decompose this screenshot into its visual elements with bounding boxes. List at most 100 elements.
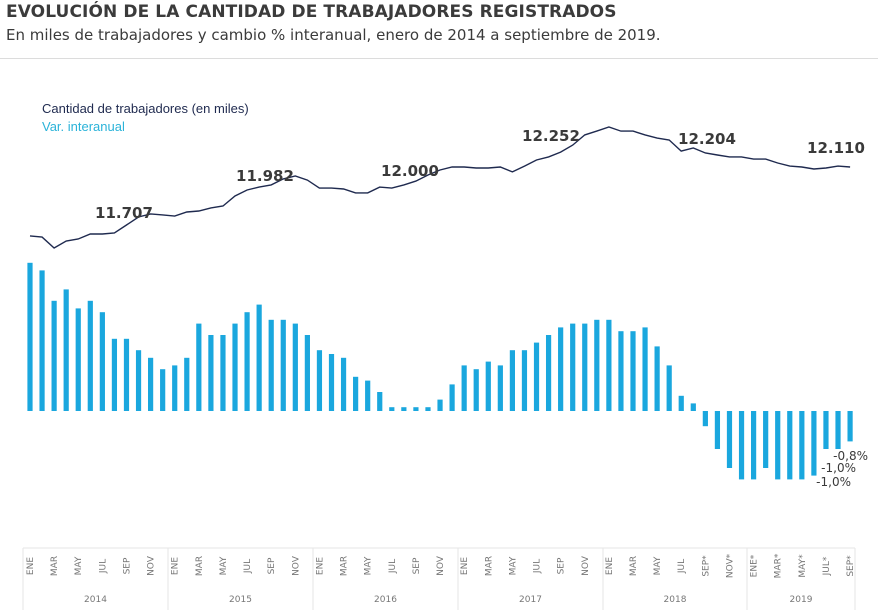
line-data-label: 12.110 xyxy=(807,139,865,157)
bar-var-interanual xyxy=(365,380,371,411)
bar-var-interanual xyxy=(751,411,757,480)
bar-var-interanual xyxy=(280,319,286,411)
bar-var-interanual xyxy=(594,319,600,411)
bar-var-interanual xyxy=(123,338,130,411)
bar-var-interanual xyxy=(75,308,81,411)
bar-var-interanual xyxy=(389,407,395,411)
bar-data-label: -0,8% xyxy=(833,449,868,463)
bar-var-interanual xyxy=(413,407,419,411)
bar-var-interanual xyxy=(642,327,648,411)
month-tick-label: JUL xyxy=(98,559,108,574)
bar-var-interanual xyxy=(244,312,250,411)
bar-var-interanual xyxy=(328,354,335,411)
bar-var-interanual xyxy=(87,300,93,411)
month-tick-label: ENE* xyxy=(750,554,760,577)
bar-var-interanual xyxy=(268,319,274,411)
bar-var-interanual xyxy=(666,365,672,411)
month-tick-label: JUL* xyxy=(822,556,832,576)
bar-var-interanual xyxy=(39,270,45,411)
bar-var-interanual xyxy=(208,335,214,411)
year-tick-label: 2015 xyxy=(229,595,252,605)
bar-var-interanual xyxy=(533,342,540,411)
bar-var-interanual xyxy=(377,392,383,411)
month-tick-label: NOV xyxy=(581,555,591,576)
bar-var-interanual xyxy=(51,300,57,411)
month-tick-label: SEP* xyxy=(846,555,856,577)
bar-var-interanual xyxy=(485,361,491,411)
line-data-label: 12.000 xyxy=(381,162,439,180)
bar-var-interanual xyxy=(738,411,745,480)
month-tick-label: MAR* xyxy=(774,553,784,578)
month-tick-label: JUL xyxy=(677,559,687,574)
line-data-label: 11.982 xyxy=(236,167,294,185)
month-tick-label: MAR xyxy=(195,556,205,576)
bar-var-interanual xyxy=(509,350,515,411)
month-tick-label: MAY xyxy=(219,556,229,575)
bar-var-interanual xyxy=(220,335,226,411)
month-tick-label: ENE xyxy=(171,557,181,575)
bar-var-interanual xyxy=(160,369,166,411)
month-tick-label: MAY* xyxy=(798,554,808,578)
year-tick-label: 2017 xyxy=(519,595,542,605)
month-tick-label: JUL xyxy=(243,559,253,574)
bar-var-interanual xyxy=(630,331,636,411)
bar-var-interanual xyxy=(582,323,588,411)
month-tick-label: MAY xyxy=(364,556,374,575)
bar-var-interanual xyxy=(425,407,431,411)
month-tick-label: SEP* xyxy=(701,555,711,577)
month-tick-label: SEP xyxy=(122,557,132,574)
bar-var-interanual xyxy=(304,335,310,411)
bar-var-interanual xyxy=(256,304,262,411)
bar-var-interanual xyxy=(196,323,202,411)
month-tick-label: MAR xyxy=(629,556,639,576)
line-data-label: 11.707 xyxy=(95,204,153,222)
month-tick-label: MAY xyxy=(653,556,663,575)
legend-bar: Var. interanual xyxy=(42,119,125,134)
bar-var-interanual xyxy=(690,403,696,411)
bar-var-interanual xyxy=(449,384,455,411)
bar-var-interanual xyxy=(545,335,552,411)
bar-var-interanual xyxy=(148,357,154,411)
chart-title: EVOLUCIÓN DE LA CANTIDAD DE TRABAJADORES… xyxy=(6,2,617,22)
year-tick-label: 2016 xyxy=(374,595,397,605)
bar-var-interanual xyxy=(678,395,684,411)
bar-var-interanual xyxy=(570,323,576,411)
bar-var-interanual xyxy=(606,319,612,411)
bar-var-interanual xyxy=(521,350,528,411)
bar-var-interanual xyxy=(184,357,190,411)
bar-data-label: -1,0% xyxy=(816,475,851,489)
month-tick-label: MAR xyxy=(50,556,60,576)
month-tick-label: SEP xyxy=(267,557,277,574)
bar-var-interanual xyxy=(353,376,359,411)
month-tick-label: NOV xyxy=(291,555,301,576)
bar-var-interanual xyxy=(835,411,841,449)
bar-var-interanual xyxy=(316,350,323,411)
bar-var-interanual xyxy=(437,399,443,411)
bar-var-interanual xyxy=(497,365,503,411)
bar-var-interanual xyxy=(618,331,624,411)
series-line-trabajadores xyxy=(29,126,851,249)
bar-var-interanual xyxy=(714,411,721,449)
bar-var-interanual xyxy=(172,365,178,411)
title-divider xyxy=(0,58,878,59)
month-tick-label: JUL xyxy=(533,559,543,574)
year-tick-label: 2019 xyxy=(790,595,813,605)
month-tick-label: JUL xyxy=(388,559,398,574)
bar-var-interanual xyxy=(763,411,769,468)
legend-line: Cantidad de trabajadores (en miles) xyxy=(42,101,249,116)
month-tick-label: MAR xyxy=(484,556,494,576)
bar-var-interanual xyxy=(340,357,347,411)
bar-var-interanual xyxy=(292,323,298,411)
line-data-label: 12.252 xyxy=(522,127,580,145)
bar-var-interanual xyxy=(111,338,118,411)
month-tick-label: MAY xyxy=(74,556,84,575)
year-tick-label: 2018 xyxy=(664,595,687,605)
bar-var-interanual xyxy=(63,289,69,411)
bar-var-interanual xyxy=(461,365,467,411)
bar-var-interanual xyxy=(702,411,708,427)
bar-var-interanual xyxy=(787,411,793,480)
month-tick-label: MAY xyxy=(508,556,518,575)
bar-var-interanual xyxy=(558,327,564,411)
bar-var-interanual xyxy=(811,411,817,476)
